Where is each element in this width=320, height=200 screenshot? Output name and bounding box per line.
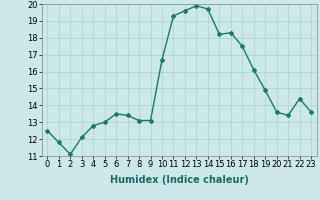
X-axis label: Humidex (Indice chaleur): Humidex (Indice chaleur) <box>110 175 249 185</box>
